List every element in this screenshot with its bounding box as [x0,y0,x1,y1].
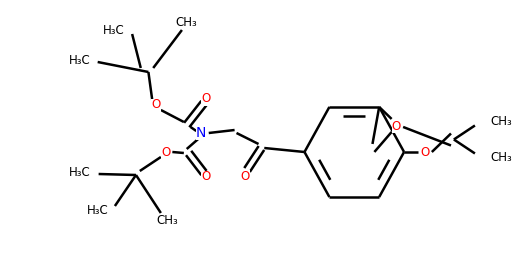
Text: CH₃: CH₃ [157,213,179,227]
Text: CH₃: CH₃ [176,15,198,28]
Text: H₃C: H₃C [103,23,124,37]
Text: H₃C: H₃C [87,204,108,217]
Text: O: O [201,92,210,105]
Text: CH₃: CH₃ [490,115,512,128]
Text: O: O [420,145,430,158]
Text: CH₃: CH₃ [490,151,512,164]
Text: O: O [392,121,401,133]
Text: N: N [196,126,206,140]
Text: O: O [241,169,250,182]
Text: O: O [161,145,170,158]
Text: H₃C: H₃C [69,167,91,180]
Text: H₃C: H₃C [69,54,91,67]
Text: O: O [201,170,210,183]
Text: O: O [152,98,161,111]
